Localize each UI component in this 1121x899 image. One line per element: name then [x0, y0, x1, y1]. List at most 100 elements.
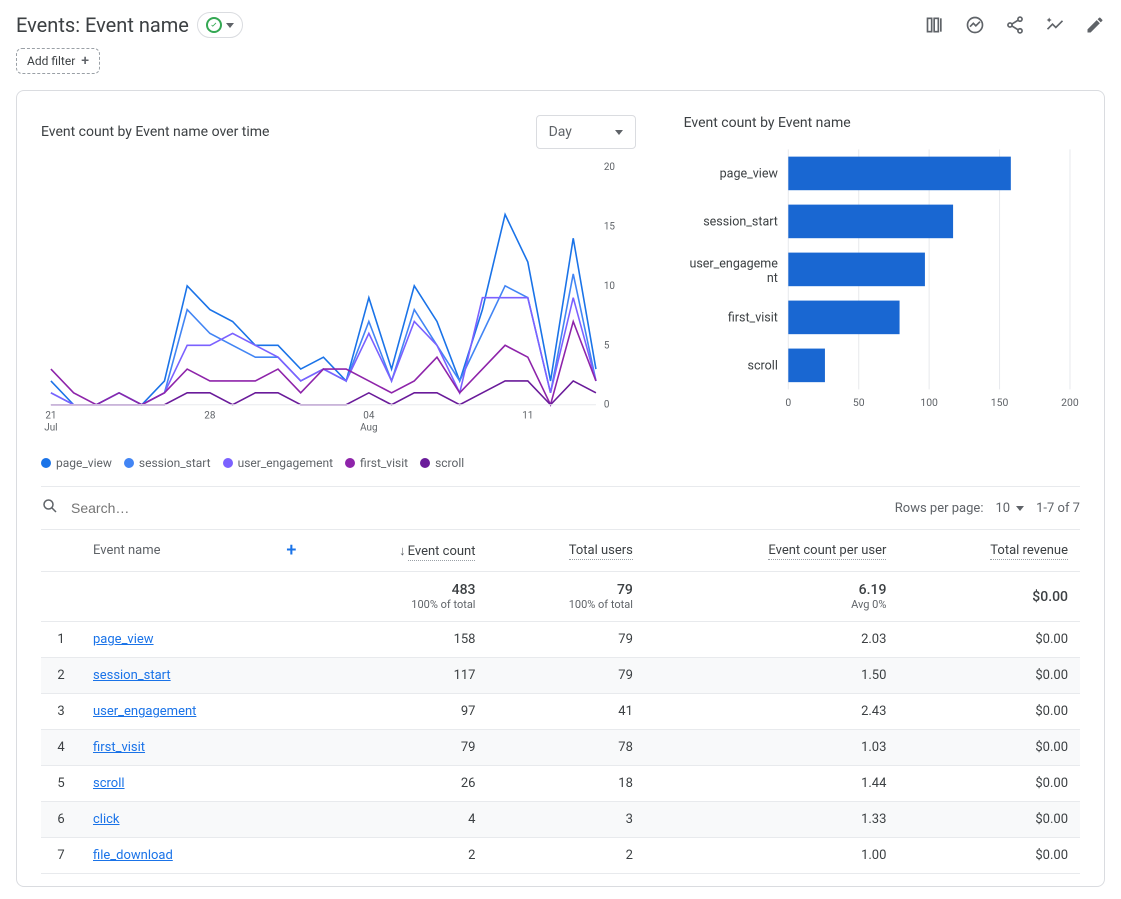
cell-event-count: 2	[308, 838, 487, 874]
cell-total-users: 18	[487, 766, 644, 802]
cell-total-users: 79	[487, 658, 644, 694]
row-index: 4	[41, 730, 81, 766]
cell-event-count: 26	[308, 766, 487, 802]
col-total-users[interactable]: Total users	[569, 543, 633, 560]
cell-event-count: 79	[308, 730, 487, 766]
cell-per-user: 1.44	[645, 766, 899, 802]
add-filter-label: Add filter	[27, 54, 75, 68]
svg-text:21: 21	[45, 411, 56, 422]
page-header: Events: Event name	[16, 12, 1105, 38]
rows-per-page-select[interactable]: 10	[995, 501, 1024, 516]
col-event-count[interactable]: Event count	[408, 544, 476, 561]
legend-item[interactable]: session_start	[124, 456, 211, 470]
svg-text:user_engageme: user_engageme	[689, 256, 778, 271]
bar-chart-title: Event count by Event name	[684, 115, 851, 131]
legend-item[interactable]: page_view	[41, 456, 112, 470]
event-name-link[interactable]: user_engagement	[93, 704, 196, 719]
compare-icon[interactable]	[925, 15, 945, 35]
row-index: 2	[41, 658, 81, 694]
cell-total-users: 3	[487, 802, 644, 838]
bar-chart: 050100150200page_viewsession_startuser_e…	[684, 139, 1080, 421]
cell-per-user: 1.03	[645, 730, 899, 766]
col-revenue[interactable]: Total revenue	[990, 543, 1068, 560]
event-name-link[interactable]: click	[93, 812, 120, 827]
col-event-name: Event name	[93, 543, 161, 558]
row-index: 3	[41, 694, 81, 730]
svg-text:Aug: Aug	[360, 423, 377, 434]
svg-text:10: 10	[604, 281, 615, 292]
pagination-range: 1-7 of 7	[1036, 501, 1080, 516]
cell-revenue: $0.00	[898, 622, 1080, 658]
row-index: 6	[41, 802, 81, 838]
line-chart-title: Event count by Event name over time	[41, 124, 269, 140]
share-icon[interactable]	[1005, 15, 1025, 35]
check-circle-icon	[206, 17, 222, 33]
event-name-link[interactable]: file_download	[93, 848, 173, 863]
svg-text:scroll: scroll	[747, 359, 777, 374]
table-summary-row: 483100% of total 79100% of total 6.19Avg…	[41, 572, 1080, 622]
legend-item[interactable]: first_visit	[345, 456, 408, 470]
event-name-link[interactable]: scroll	[93, 776, 125, 791]
line-chart-panel: Event count by Event name over time Day …	[41, 115, 636, 470]
legend-label: user_engagement	[238, 456, 333, 470]
table-row: 1 page_view 158 79 2.03 $0.00	[41, 622, 1080, 658]
table-row: 2 session_start 117 79 1.50 $0.00	[41, 658, 1080, 694]
legend-swatch	[124, 458, 134, 468]
legend-swatch	[41, 458, 51, 468]
col-per-user[interactable]: Event count per user	[768, 543, 886, 560]
status-chip[interactable]	[197, 12, 243, 38]
event-name-link[interactable]: session_start	[93, 668, 171, 683]
svg-text:50: 50	[852, 396, 864, 409]
plus-icon: +	[81, 53, 89, 69]
svg-text:session_start: session_start	[703, 215, 778, 230]
cell-event-count: 97	[308, 694, 487, 730]
svg-text:Jul: Jul	[44, 423, 57, 434]
cell-per-user: 1.50	[645, 658, 899, 694]
table-row: 6 click 4 3 1.33 $0.00	[41, 802, 1080, 838]
add-filter-button[interactable]: Add filter +	[16, 48, 100, 74]
table-controls-row: Rows per page: 10 1-7 of 7	[41, 487, 1080, 530]
svg-text:20: 20	[604, 162, 615, 173]
line-chart: 0510152021Jul2804Aug11	[41, 157, 636, 444]
legend-label: session_start	[139, 456, 211, 470]
svg-text:15: 15	[604, 221, 616, 232]
cell-event-count: 158	[308, 622, 487, 658]
cell-per-user: 1.00	[645, 838, 899, 874]
svg-text:150: 150	[990, 396, 1008, 409]
legend-item[interactable]: user_engagement	[223, 456, 333, 470]
cell-total-users: 2	[487, 838, 644, 874]
events-table: Event name + ↓Event count Total users Ev…	[41, 530, 1080, 874]
edit-icon[interactable]	[1085, 15, 1105, 35]
legend-label: page_view	[56, 456, 112, 470]
insights-icon[interactable]	[1045, 15, 1065, 35]
table-row: 7 file_download 2 2 1.00 $0.00	[41, 838, 1080, 874]
add-dimension-button[interactable]: +	[286, 540, 296, 561]
event-name-link[interactable]: page_view	[93, 632, 154, 647]
row-index: 5	[41, 766, 81, 802]
cell-per-user: 1.33	[645, 802, 899, 838]
svg-text:11: 11	[522, 411, 533, 422]
cell-per-user: 2.43	[645, 694, 899, 730]
cell-revenue: $0.00	[898, 802, 1080, 838]
trend-circle-icon[interactable]	[965, 15, 985, 35]
rows-per-page-label: Rows per page:	[895, 501, 984, 516]
event-name-link[interactable]: first_visit	[93, 740, 145, 755]
time-granularity-select[interactable]: Day	[536, 115, 636, 149]
cell-revenue: $0.00	[898, 694, 1080, 730]
bar-chart-panel: Event count by Event name 050100150200pa…	[684, 115, 1080, 470]
cell-total-users: 41	[487, 694, 644, 730]
pagination-controls: Rows per page: 10 1-7 of 7	[895, 501, 1080, 516]
legend-item[interactable]: scroll	[420, 456, 464, 470]
legend-label: first_visit	[360, 456, 408, 470]
cell-revenue: $0.00	[898, 730, 1080, 766]
chevron-down-icon	[1016, 506, 1024, 511]
line-chart-legend: page_view session_start user_engagement fir…	[41, 456, 636, 470]
svg-text:nt: nt	[766, 271, 777, 286]
svg-text:0: 0	[785, 396, 791, 409]
row-index: 1	[41, 622, 81, 658]
row-index: 7	[41, 838, 81, 874]
cell-revenue: $0.00	[898, 658, 1080, 694]
sort-desc-icon[interactable]: ↓	[399, 544, 406, 559]
table-row: 4 first_visit 79 78 1.03 $0.00	[41, 730, 1080, 766]
search-input[interactable]	[69, 499, 885, 517]
